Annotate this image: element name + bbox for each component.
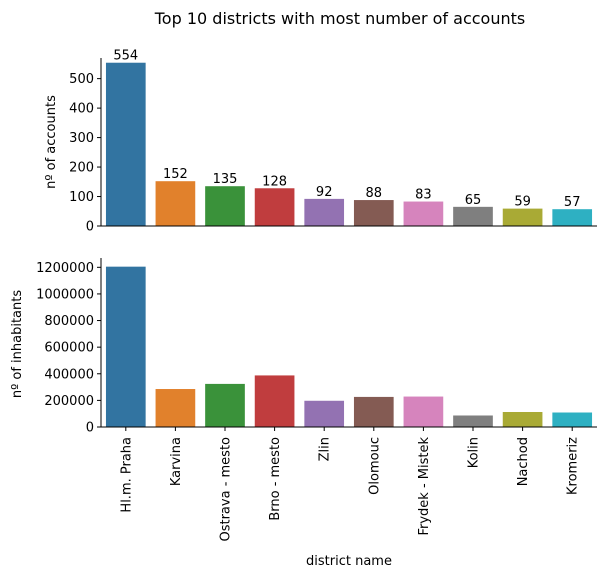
accounts-bar bbox=[205, 186, 245, 226]
inhabitants-bar bbox=[254, 375, 295, 427]
x-category-label: Karvina bbox=[169, 437, 184, 486]
accounts-bar bbox=[453, 206, 493, 226]
inhabitants-bar bbox=[155, 389, 196, 427]
accounts-y-tick-label: 300 bbox=[69, 131, 94, 146]
x-category-label: Hl.m. Praha bbox=[119, 437, 134, 513]
inhabitants-y-tick-label: 0 bbox=[86, 421, 94, 436]
inhabitants-bar bbox=[205, 383, 245, 427]
accounts-data-label: 554 bbox=[113, 49, 138, 64]
x-category-label: Zlin bbox=[318, 437, 333, 461]
accounts-bar bbox=[502, 208, 543, 226]
inhabitants-bar bbox=[403, 396, 444, 427]
inhabitants-y-tick-label: 600000 bbox=[44, 341, 94, 356]
inhabitants-y-tick-label: 200000 bbox=[44, 394, 94, 409]
inhabitants-y-axis-label: nº of inhabitants bbox=[10, 290, 25, 398]
x-category-label: Ostrava - mesto bbox=[219, 437, 234, 542]
x-axis-label: district name bbox=[306, 554, 392, 569]
accounts-data-label: 65 bbox=[465, 193, 482, 208]
accounts-bar bbox=[403, 201, 444, 226]
x-category-label: Nachod bbox=[516, 437, 531, 486]
inhabitants-bar bbox=[502, 412, 543, 427]
inhabitants-bar bbox=[552, 412, 593, 427]
accounts-y-tick-label: 500 bbox=[69, 72, 94, 87]
accounts-data-label: 57 bbox=[564, 195, 581, 210]
x-category-label: Kolin bbox=[467, 437, 482, 468]
inhabitants-panel: nº of inhabitants 0 200000 400000 600000 800… bbox=[10, 258, 597, 436]
inhabitants-y-tick-label: 800000 bbox=[44, 314, 94, 329]
accounts-bar bbox=[552, 209, 593, 226]
accounts-bar bbox=[304, 198, 345, 226]
inhabitants-bar bbox=[353, 396, 394, 427]
x-category-labels: Hl.m. Praha Karvina Ostrava - mesto Brno - … bbox=[119, 427, 581, 542]
accounts-y-tick-label: 100 bbox=[69, 190, 94, 205]
accounts-data-label: 92 bbox=[316, 185, 333, 200]
chart-title: Top 10 districts with most number of acc… bbox=[154, 9, 525, 28]
accounts-data-label: 83 bbox=[415, 188, 432, 203]
accounts-data-label: 135 bbox=[213, 172, 238, 187]
accounts-data-label: 59 bbox=[514, 195, 531, 210]
x-category-label: Kromeriz bbox=[566, 437, 581, 495]
accounts-panel: nº of accounts 554 152 135 128 92 88 83 65 59 57 0… bbox=[44, 49, 597, 235]
x-category-label: Frydek - Mistek bbox=[417, 437, 432, 536]
accounts-y-tick-label: 0 bbox=[86, 220, 94, 235]
accounts-bar bbox=[353, 200, 394, 226]
accounts-y-tick-label: 200 bbox=[69, 161, 94, 176]
inhabitants-y-tick-label: 400000 bbox=[44, 367, 94, 382]
accounts-y-axis-label: nº of accounts bbox=[44, 95, 59, 189]
x-category-label: Brno - mesto bbox=[268, 437, 283, 521]
inhabitants-y-tick-label: 1000000 bbox=[36, 287, 94, 302]
accounts-bar bbox=[155, 181, 196, 226]
accounts-bar bbox=[254, 188, 295, 226]
inhabitants-bar bbox=[453, 415, 493, 427]
accounts-data-label: 88 bbox=[366, 186, 383, 201]
x-category-label: Olomouc bbox=[367, 437, 382, 495]
inhabitants-bar bbox=[105, 266, 146, 427]
inhabitants-y-tick-label: 1200000 bbox=[36, 261, 94, 276]
accounts-bar bbox=[105, 62, 146, 226]
accounts-y-tick-label: 400 bbox=[69, 102, 94, 117]
inhabitants-bar bbox=[304, 400, 345, 427]
accounts-data-label: 152 bbox=[163, 167, 188, 182]
accounts-data-label: 128 bbox=[262, 174, 287, 189]
